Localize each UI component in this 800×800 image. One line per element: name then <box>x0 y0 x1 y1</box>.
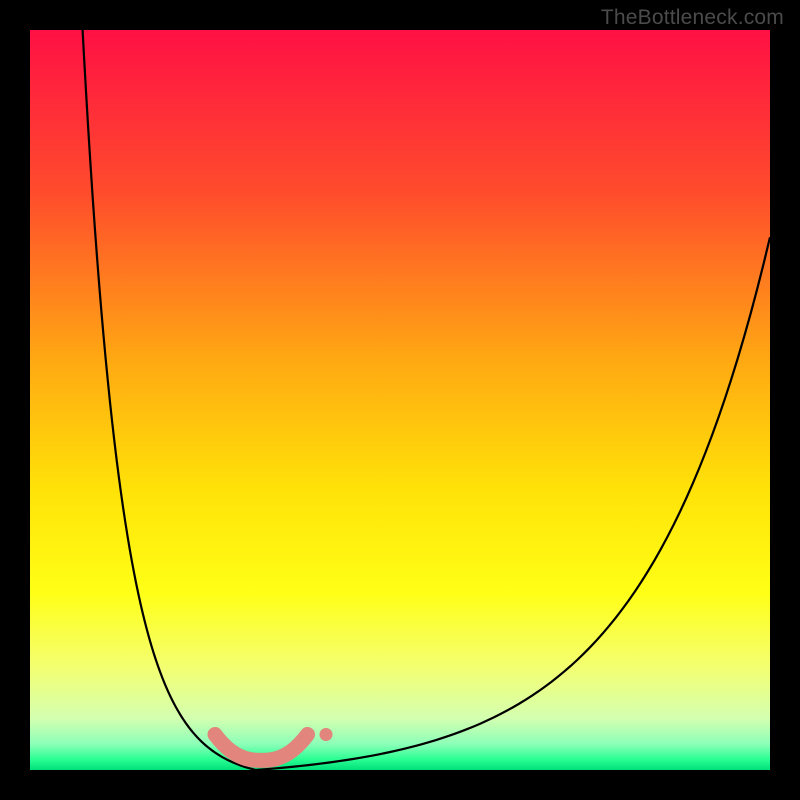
attribution-text: TheBottleneck.com <box>601 6 784 30</box>
chart-stage: TheBottleneck.com <box>0 0 800 800</box>
valley-marker-dot <box>320 728 333 741</box>
gradient-plot-area <box>30 30 770 770</box>
bottleneck-chart <box>0 0 800 800</box>
